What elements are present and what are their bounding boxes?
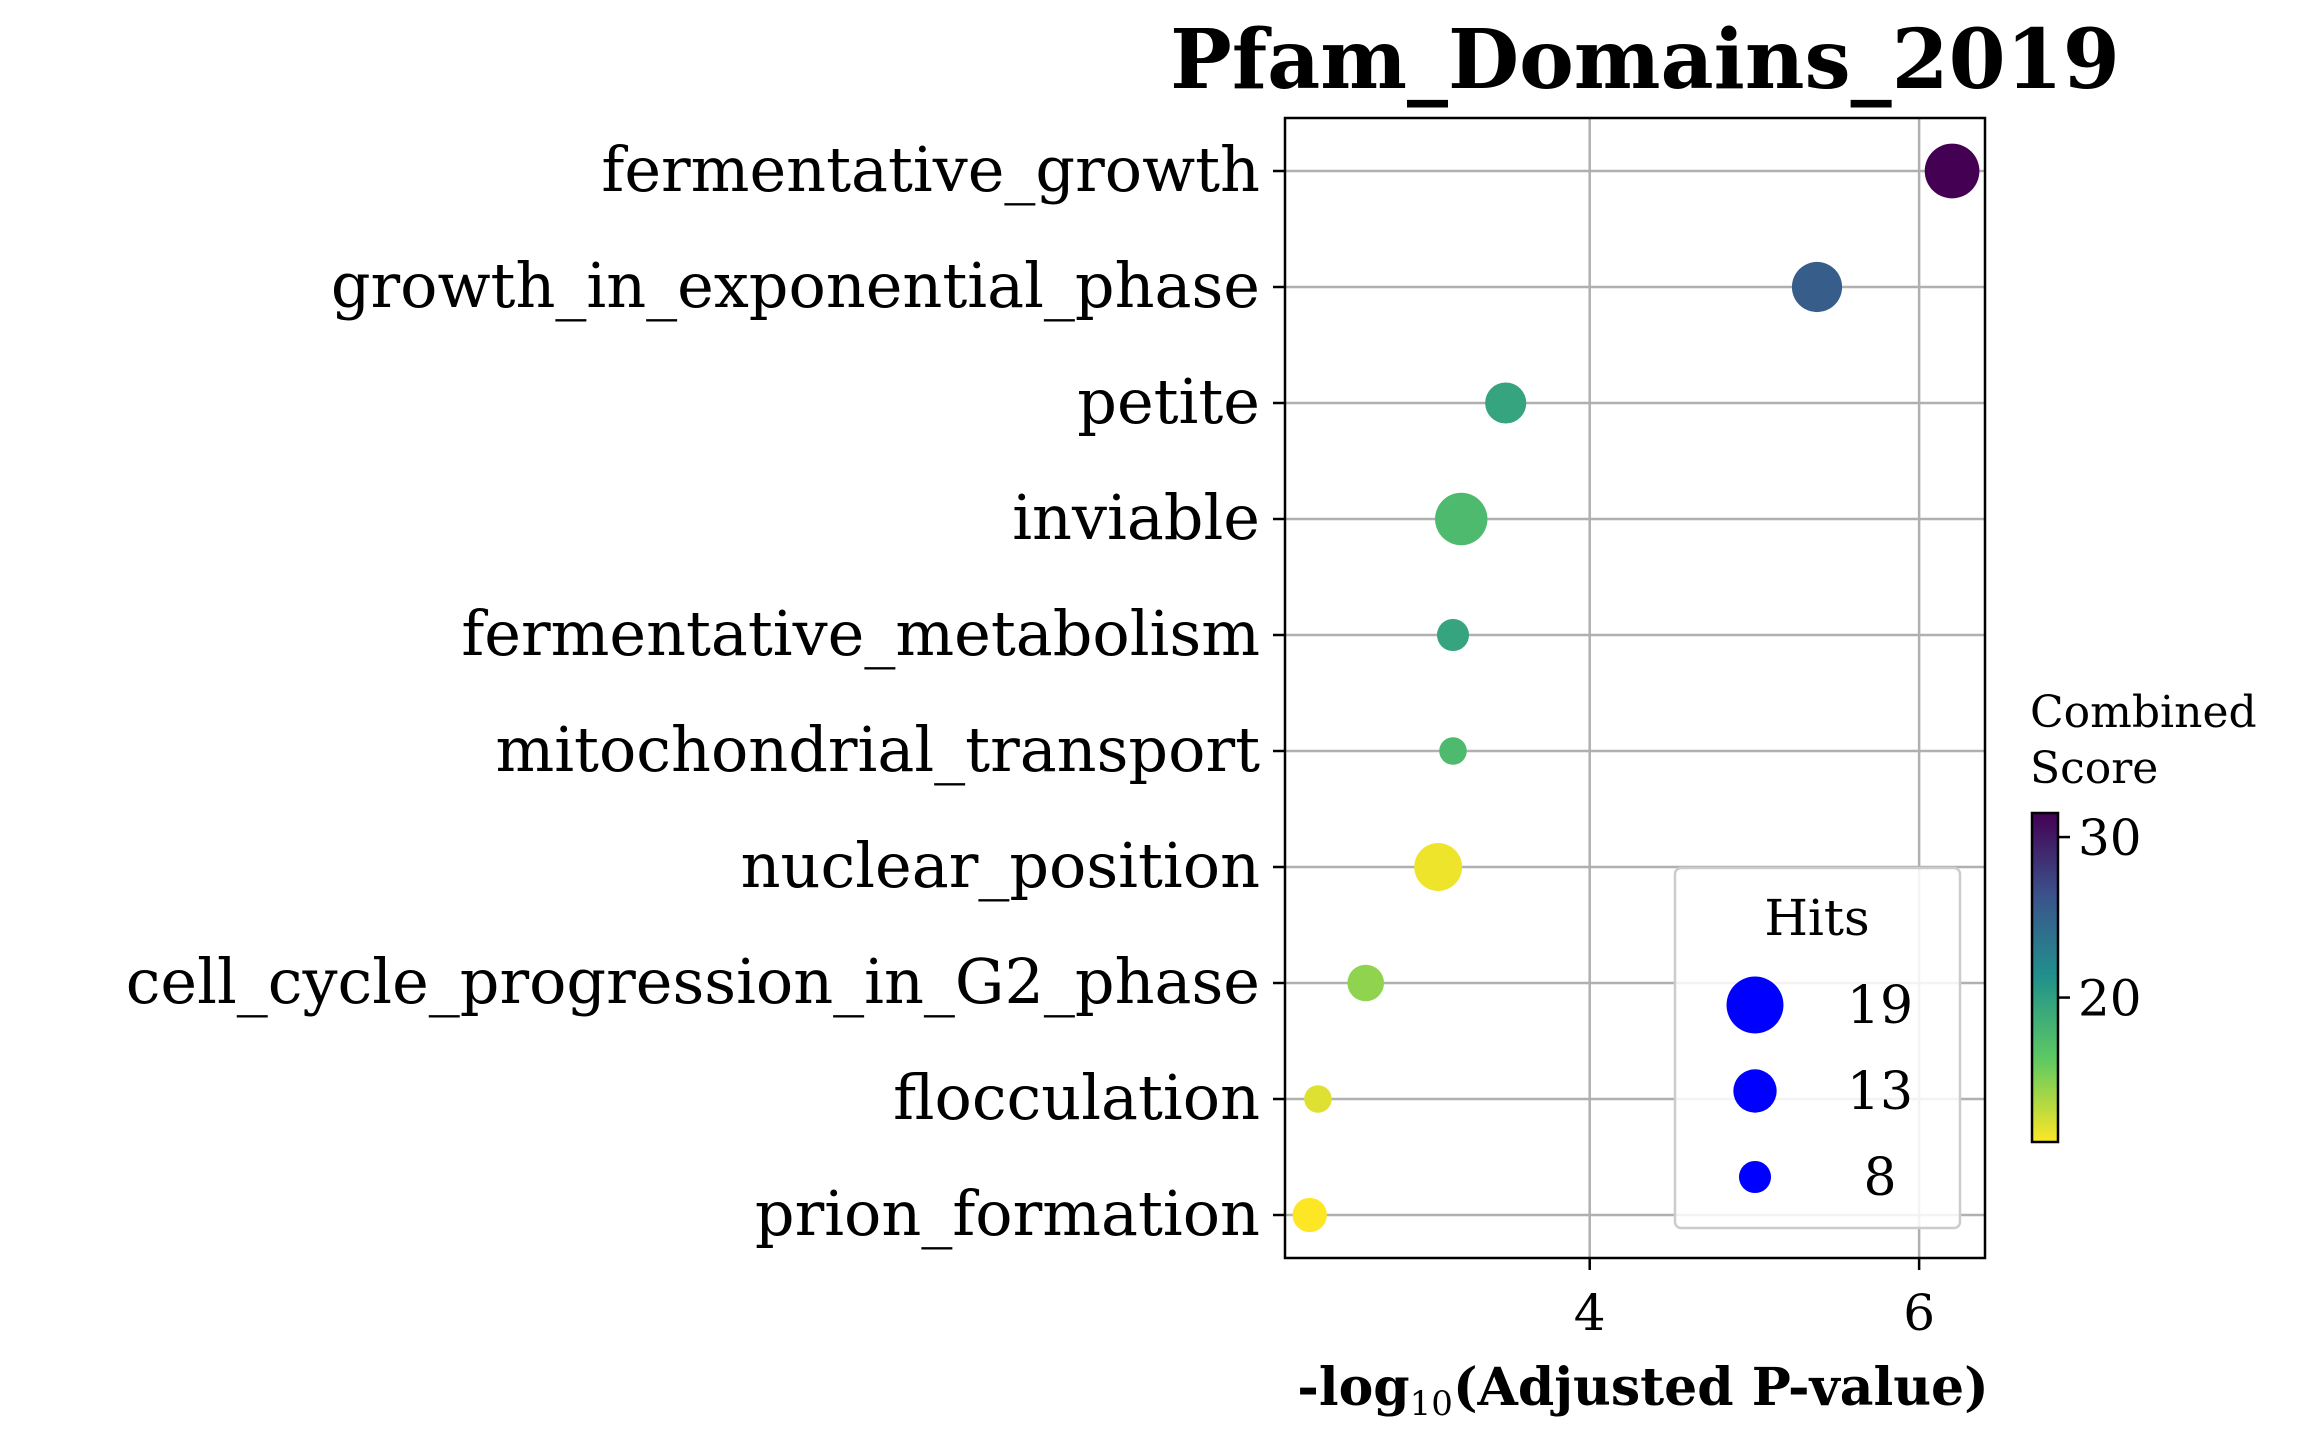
x-axis-label-prefix: -log — [1297, 1357, 1409, 1418]
colorbar-tick-label: 20 — [2078, 970, 2142, 1028]
y-tick-label: nuclear_position — [741, 829, 1260, 902]
data-points — [1292, 143, 1980, 1233]
data-point — [1436, 618, 1470, 652]
data-point — [1791, 261, 1843, 313]
y-tick-label: prion_formation — [755, 1177, 1260, 1250]
data-point — [1439, 737, 1467, 765]
colorbar-gradient — [2030, 811, 2060, 1144]
data-point — [1347, 964, 1385, 1002]
x-axis-label: -log10(Adjusted P-value) — [1297, 1357, 1988, 1424]
chart-title: Pfam_Domains_2019 — [1170, 12, 2120, 108]
legend-title: Hits — [1764, 889, 1869, 947]
y-axis: fermentative_growth growth_in_exponential… — [126, 133, 1285, 1250]
legend-label: 19 — [1847, 976, 1913, 1036]
y-tick-label: fermentative_growth — [601, 133, 1260, 206]
hits-legend: Hits 19 13 8 — [1673, 866, 1962, 1230]
colorbar-title: Score — [2030, 743, 2158, 794]
legend-marker — [1733, 1069, 1777, 1113]
legend-marker — [1726, 976, 1784, 1034]
data-point — [1485, 382, 1527, 424]
x-axis-label-suffix: (Adjusted P-value) — [1453, 1357, 1989, 1418]
y-tick-label: inviable — [1012, 481, 1260, 554]
x-axis-label-subscript: 10 — [1410, 1384, 1453, 1424]
y-tick-label: flocculation — [893, 1061, 1260, 1134]
data-point — [1435, 492, 1488, 546]
legend-marker — [1738, 1160, 1772, 1194]
colorbar-tick-label: 30 — [2078, 809, 2142, 867]
data-point — [1304, 1085, 1332, 1113]
colorbar-title: Combined — [2030, 687, 2257, 738]
legend-frame — [1673, 866, 1962, 1230]
y-tick-label: growth_in_exponential_phase — [331, 249, 1260, 322]
y-tick-label: mitochondrial_transport — [495, 713, 1260, 786]
data-point — [1292, 1197, 1327, 1233]
data-point — [1924, 143, 1980, 199]
y-tick-label: fermentative_metabolism — [461, 597, 1260, 670]
x-tick-label: 6 — [1903, 1284, 1935, 1342]
legend-label: 13 — [1847, 1062, 1913, 1122]
x-tick-label: 4 — [1574, 1284, 1606, 1342]
legend-label: 8 — [1863, 1148, 1896, 1208]
y-tick-label: petite — [1077, 365, 1260, 438]
y-tick-label: cell_cycle_progression_in_G2_phase — [126, 945, 1260, 1018]
data-point — [1414, 843, 1463, 891]
plot-frame — [1283, 116, 1987, 1260]
